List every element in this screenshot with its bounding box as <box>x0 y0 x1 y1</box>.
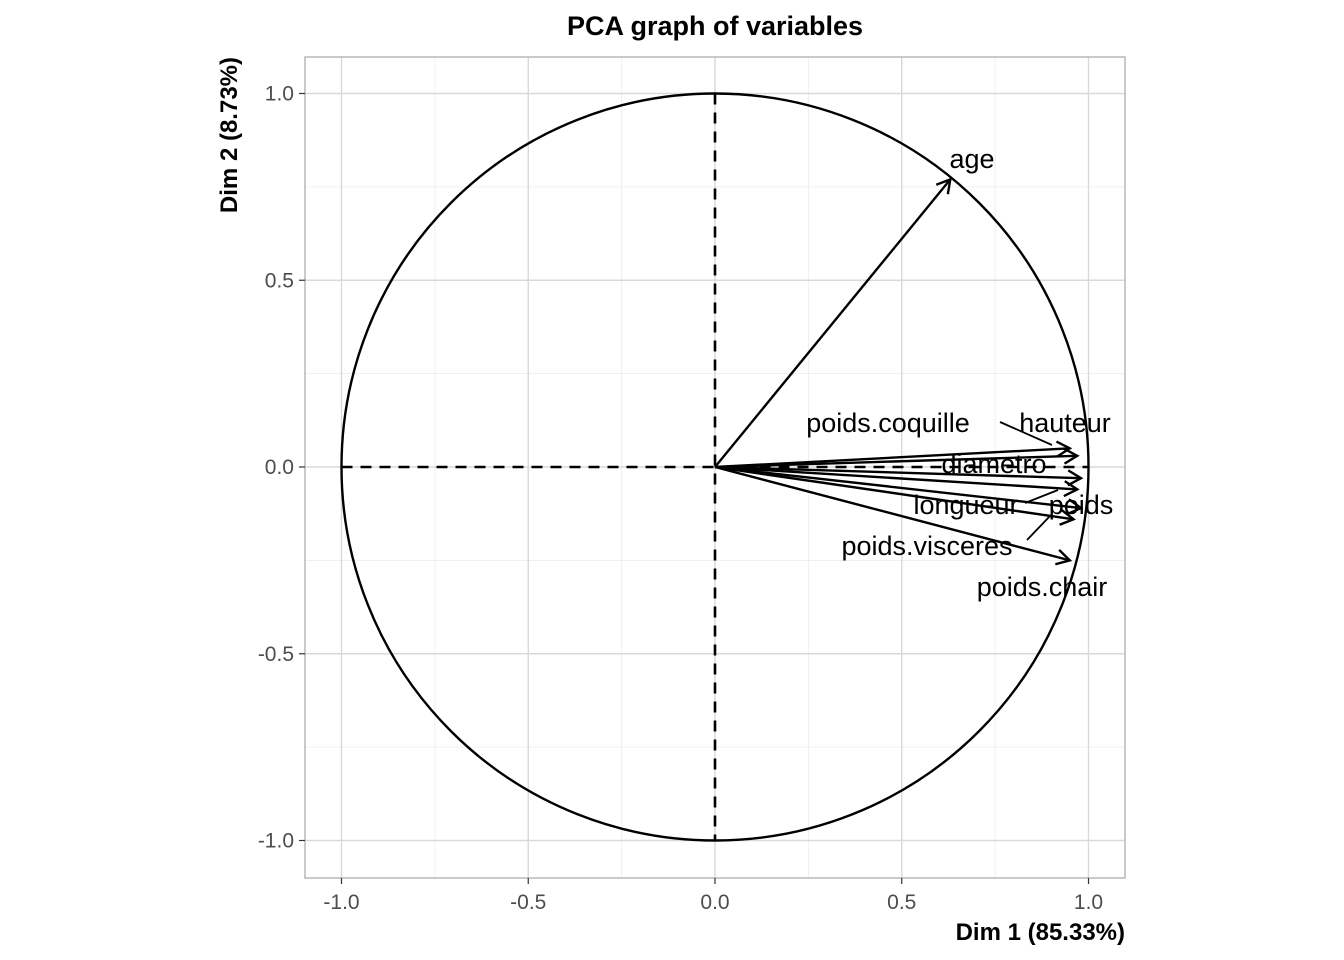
y-tick-label: 1.0 <box>265 83 294 106</box>
arrow-diametro <box>714 465 1082 480</box>
arrow-poids.visceres <box>714 465 1074 521</box>
arrow-poids.coquille <box>714 447 1070 469</box>
axis-ticks: -1.0 -0.5 0.0 0.5 1.0 -1.0 -0.5 0.0 0.5 1.0 age poi… <box>258 83 1113 915</box>
chart-title: PCA graph of variables <box>567 11 863 41</box>
variable-label-poids.visceres: poids.visceres <box>841 531 1012 561</box>
y-tick-label: 0.5 <box>265 269 294 292</box>
arrowhead-longueur <box>1063 480 1080 498</box>
arrowhead-poids <box>1066 498 1084 516</box>
arrow-poids <box>714 465 1082 510</box>
x-axis-title: Dim 1 (85.33%) <box>956 919 1125 946</box>
x-tick-label: 0.0 <box>700 891 729 914</box>
variable-label-age: age <box>949 144 994 174</box>
label-connector-poids.coquille <box>999 421 1053 446</box>
label-connector-longueur <box>1024 489 1059 504</box>
arrowhead-poids.coquille <box>1055 440 1073 458</box>
y-tick-label: -1.0 <box>258 830 294 853</box>
variable-label-poids.coquille: poids.coquille <box>806 408 970 438</box>
variable-label-poids.chair: poids.chair <box>977 572 1108 602</box>
variable-label-hauteur: hauteur <box>1019 408 1111 438</box>
x-tick-label: -0.5 <box>510 891 546 914</box>
plot-area <box>340 92 1090 842</box>
arrow-longueur <box>714 465 1078 491</box>
variable-label-poids: poids <box>1049 490 1114 520</box>
arrow-age <box>714 178 952 468</box>
arrow-poids.chair <box>714 465 1071 562</box>
label-connector-poids.visceres <box>1026 515 1051 541</box>
x-tick-label: 0.5 <box>887 891 916 914</box>
arrowhead-poids.chair <box>1055 548 1073 566</box>
y-tick-label: -0.5 <box>258 643 294 666</box>
correlation-circle <box>340 92 1090 842</box>
y-tick-label: 0.0 <box>265 456 294 479</box>
arrowhead-diametro <box>1067 469 1084 487</box>
x-tick-label: -1.0 <box>323 891 359 914</box>
variable-label-longueur: longueur <box>913 490 1018 520</box>
arrow-hauteur <box>714 454 1078 469</box>
arrowhead-age <box>935 177 952 195</box>
arrowhead-hauteur <box>1063 447 1080 465</box>
arrowhead-poids.visceres <box>1059 509 1076 526</box>
y-axis-title: Dim 2 (8.73%) <box>216 57 243 213</box>
variable-label-diametro: diametro <box>941 449 1046 479</box>
x-tick-label: 1.0 <box>1074 891 1103 914</box>
